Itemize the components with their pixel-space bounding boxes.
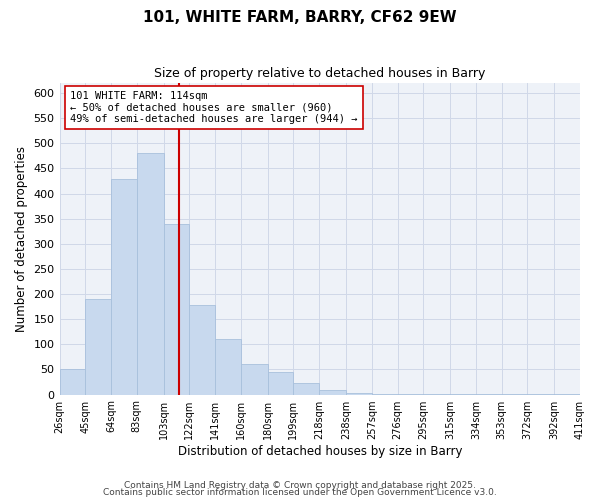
Text: 101, WHITE FARM, BARRY, CF62 9EW: 101, WHITE FARM, BARRY, CF62 9EW — [143, 10, 457, 25]
Bar — [346, 392, 372, 394]
Bar — [268, 372, 293, 394]
Bar — [190, 305, 215, 394]
Bar — [59, 370, 85, 394]
Y-axis label: Number of detached properties: Number of detached properties — [15, 146, 28, 332]
Text: Contains HM Land Registry data © Crown copyright and database right 2025.: Contains HM Land Registry data © Crown c… — [124, 480, 476, 490]
Title: Size of property relative to detached houses in Barry: Size of property relative to detached ho… — [154, 68, 485, 80]
Bar — [215, 340, 241, 394]
X-axis label: Distribution of detached houses by size in Barry: Distribution of detached houses by size … — [178, 444, 462, 458]
Text: Contains public sector information licensed under the Open Government Licence v3: Contains public sector information licen… — [103, 488, 497, 497]
Bar — [241, 364, 268, 394]
Text: 101 WHITE FARM: 114sqm
← 50% of detached houses are smaller (960)
49% of semi-de: 101 WHITE FARM: 114sqm ← 50% of detached… — [70, 91, 358, 124]
Bar — [137, 154, 164, 394]
Bar — [319, 390, 346, 394]
Bar — [111, 178, 137, 394]
Bar — [85, 299, 111, 394]
Bar — [293, 382, 319, 394]
Bar — [164, 224, 190, 394]
